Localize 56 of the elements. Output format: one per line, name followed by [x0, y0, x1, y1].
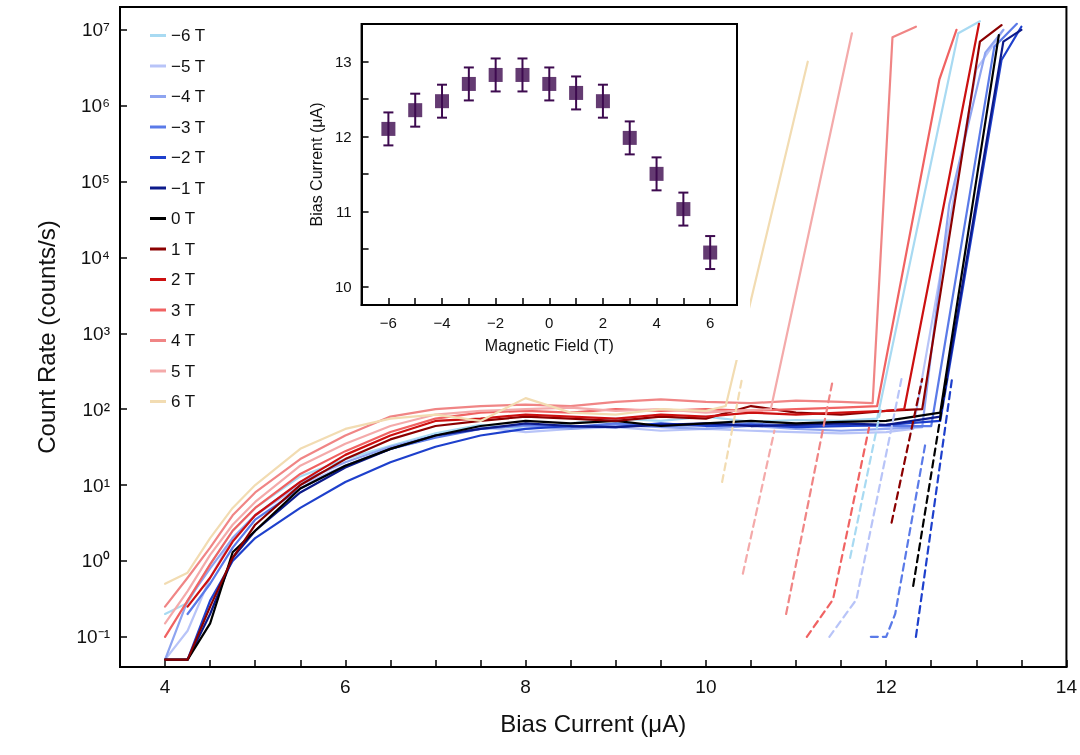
- y-tick-label: 12: [334, 127, 352, 145]
- x-tick-label: 6: [706, 314, 715, 331]
- x-tick-label: 12: [875, 676, 897, 697]
- y-tick-label: 13: [334, 52, 352, 70]
- legend-label: 1 T: [171, 239, 196, 259]
- point: [676, 202, 691, 217]
- y-tick-label: 10²: [82, 398, 110, 420]
- legend-label: 4 T: [171, 331, 196, 350]
- x-axis-title: Magnetic Field (T): [484, 336, 614, 354]
- legend-label: 0 T: [171, 209, 196, 228]
- x-tick-label: 8: [520, 676, 531, 697]
- legend-label: 2 T: [171, 270, 196, 289]
- x-tick-label: 10: [695, 676, 717, 697]
- x-tick-label: −6: [379, 314, 397, 331]
- point: [569, 85, 584, 100]
- legend-label: −6 T: [171, 26, 206, 45]
- x-tick-label: 4: [652, 314, 661, 331]
- x-axis-title: Bias Current (μA): [500, 709, 687, 737]
- y-axis-title: Count Rate (counts/s): [32, 220, 60, 454]
- y-tick-label: 10⁷: [81, 19, 111, 41]
- legend-label: 3 T: [171, 300, 196, 320]
- point: [381, 121, 396, 136]
- x-tick-label: −2: [487, 314, 505, 331]
- point: [703, 245, 718, 260]
- legend-label: −4 T: [171, 87, 206, 106]
- x-tick-label: 6: [340, 676, 351, 697]
- y-tick-label: 10⁵: [80, 171, 110, 193]
- legend-label: −3 T: [171, 117, 206, 137]
- x-tick-label: 14: [1055, 676, 1078, 697]
- y-tick-label: 10⁰: [81, 550, 110, 572]
- y-tick-label: 10⁶: [81, 95, 110, 117]
- legend-label: 5 T: [171, 361, 196, 381]
- point: [515, 67, 530, 82]
- point: [595, 94, 610, 109]
- legend-label: −2 T: [171, 148, 206, 167]
- y-tick-label: 11: [336, 202, 352, 220]
- legend-label: −1 T: [171, 178, 206, 198]
- point: [622, 130, 637, 145]
- x-tick-label: −4: [433, 314, 451, 331]
- legend-label: 6 T: [171, 392, 196, 411]
- y-tick-label: 10³: [82, 322, 110, 344]
- point: [542, 76, 557, 91]
- point: [435, 94, 450, 109]
- y-tick-label: 10⁴: [80, 246, 110, 268]
- y-tick-label: 10¹: [82, 474, 110, 496]
- y-tick-label: 10⁻¹: [76, 626, 110, 648]
- legend-label: −5 T: [171, 56, 206, 76]
- point: [649, 166, 664, 181]
- y-axis-title: Bias Current (μA): [307, 102, 325, 227]
- y-tick-label: 10: [334, 277, 352, 295]
- x-tick-label: 2: [598, 314, 608, 331]
- point: [408, 103, 423, 118]
- point: [461, 76, 476, 91]
- x-tick-label: 4: [159, 676, 171, 697]
- x-tick-label: 0: [545, 314, 554, 331]
- point: [488, 67, 503, 82]
